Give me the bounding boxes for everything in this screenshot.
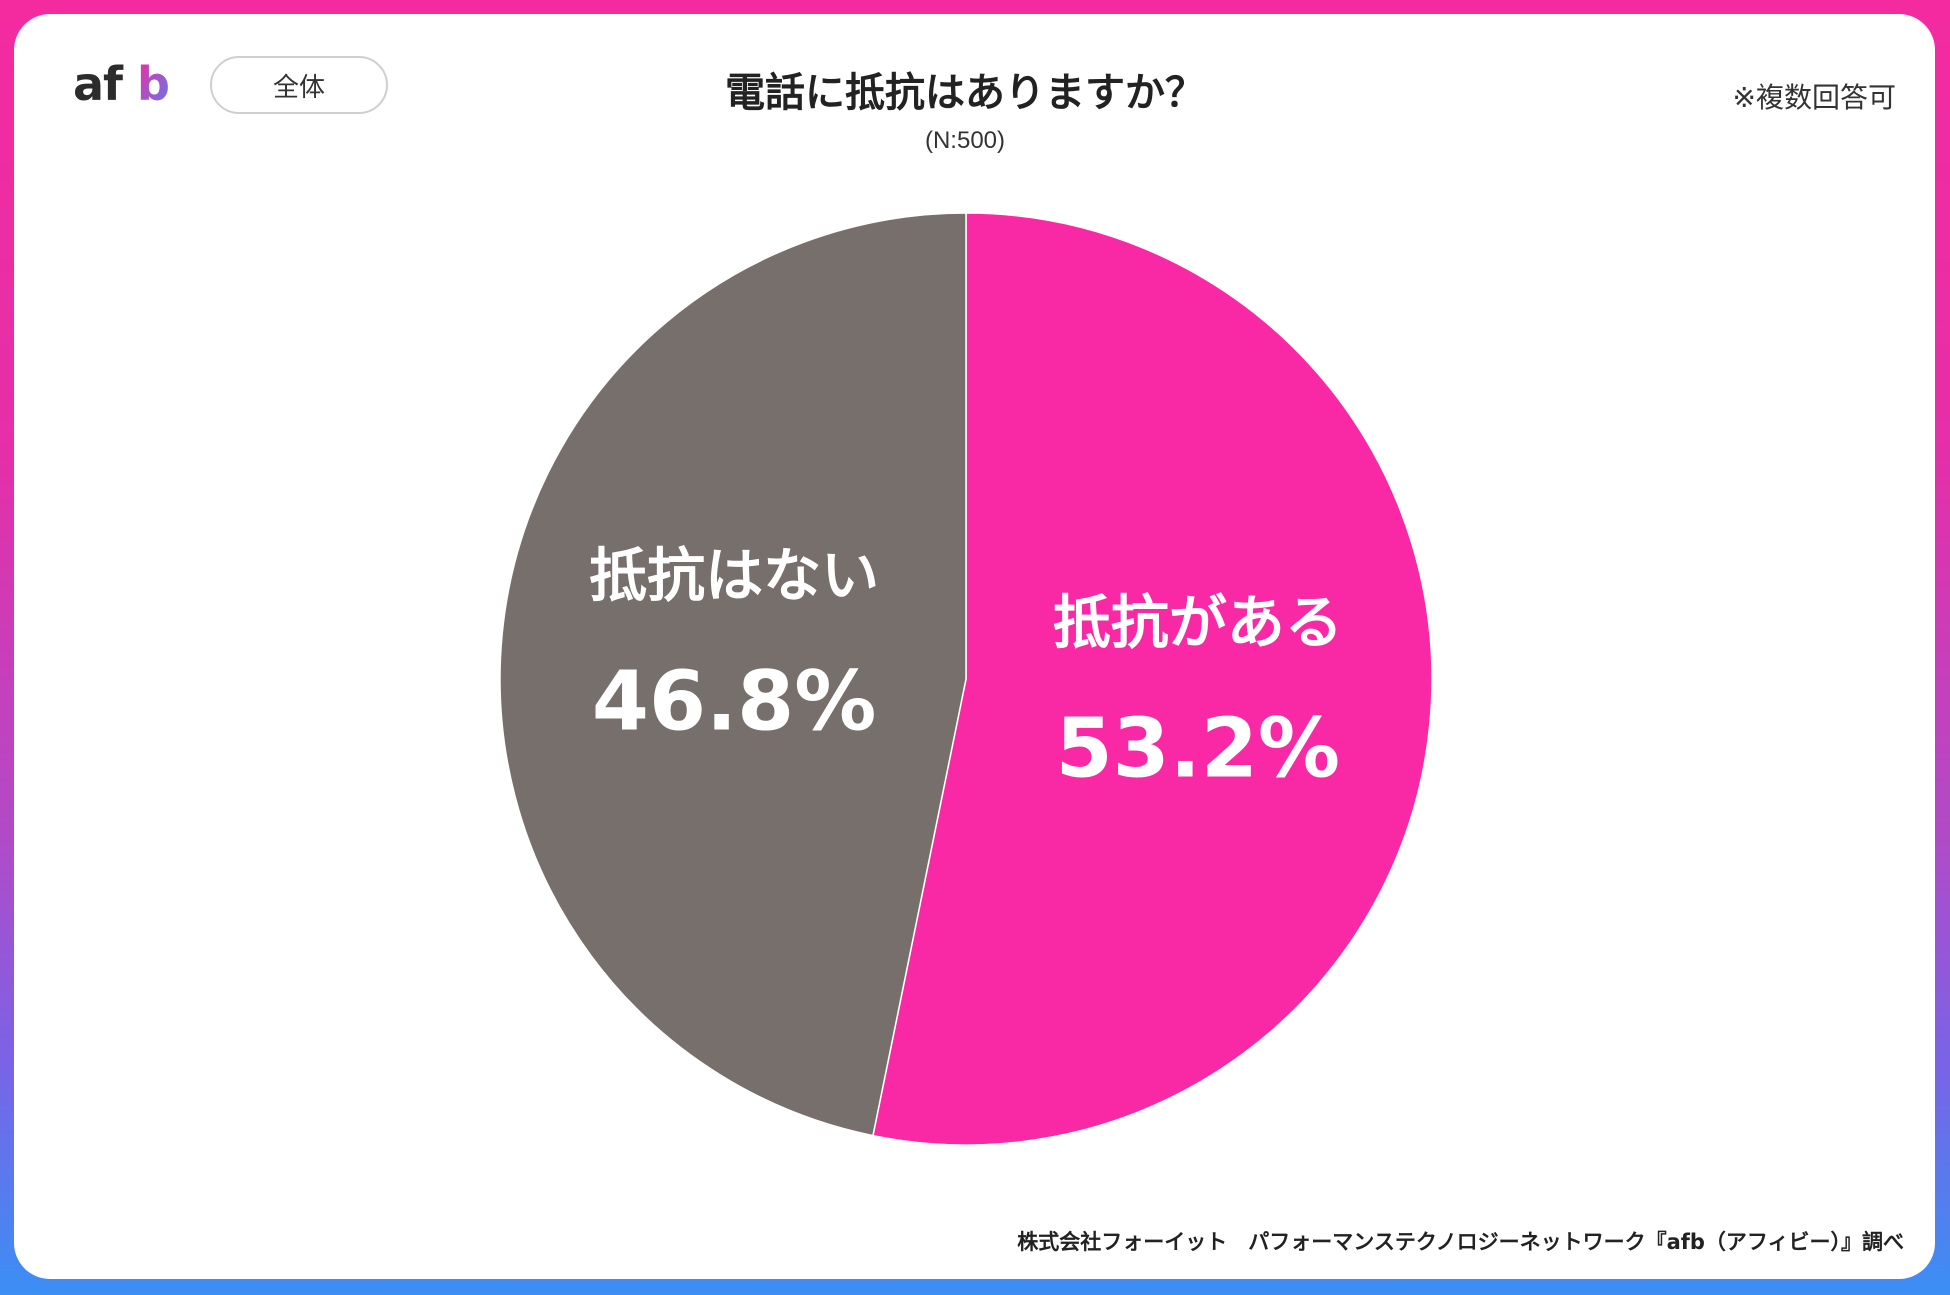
source-credit: 株式会社フォーイット パフォーマンステクノロジーネットワーク『afb（アフィビー… xyxy=(1017,1230,1904,1254)
chart-subtitle: (N:500) xyxy=(924,127,1006,154)
svg-text:af: af xyxy=(73,58,124,111)
scope-badge: 全体 xyxy=(210,56,388,114)
chart-title: 電話に抵抗はありますか？ xyxy=(725,70,1205,116)
pie-slice-1 xyxy=(499,212,967,1137)
svg-text:b: b xyxy=(137,58,170,111)
slice-category-label-1: 抵抗はない xyxy=(589,542,879,610)
multiple-answer-note: ※複数回答可 xyxy=(1732,81,1896,114)
slice-category-label-0: 抵抗がある xyxy=(1053,588,1343,656)
slice-value-label-0: 53.2% xyxy=(1056,701,1340,796)
pie-slice-0 xyxy=(872,212,1433,1146)
slice-value-label-1: 46.8% xyxy=(592,655,876,750)
afb-logo: af b xyxy=(73,58,170,111)
